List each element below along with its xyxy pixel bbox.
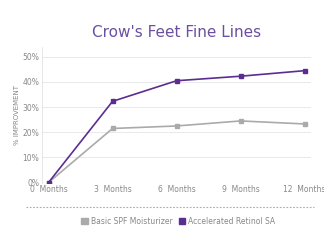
Title: Crow's Feet Fine Lines: Crow's Feet Fine Lines [92,25,261,40]
Y-axis label: % IMPROVEMENT: % IMPROVEMENT [14,85,20,145]
Legend: Basic SPF Moisturizer, Accelerated Retinol SA: Basic SPF Moisturizer, Accelerated Retin… [78,214,279,229]
